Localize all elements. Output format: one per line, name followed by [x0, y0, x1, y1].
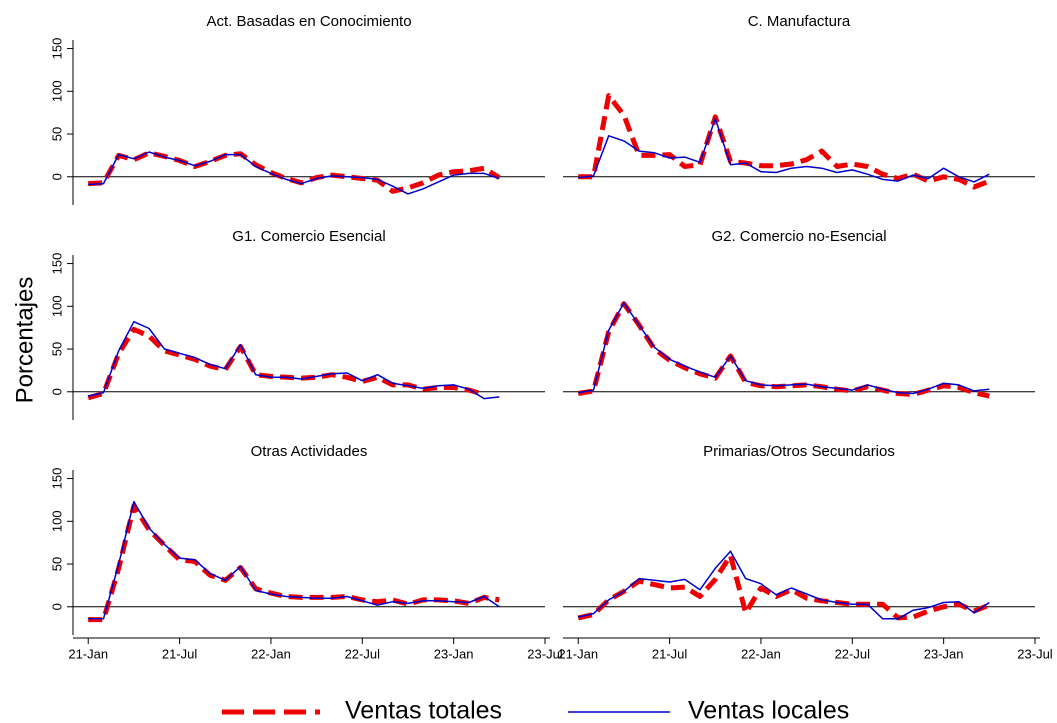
x-tick-label: 23-Jul	[527, 646, 563, 661]
panel-title: C. Manufactura	[748, 13, 851, 30]
series-line	[578, 93, 991, 190]
legend-label: Ventas locales	[688, 697, 849, 723]
x-tick-label: 23-Jan	[434, 646, 474, 661]
panel-title: G2. Comercio no-Esencial	[711, 228, 886, 245]
x-tick-label: 22-Jan	[741, 646, 781, 661]
y-tick-label: 0	[49, 388, 64, 395]
panel-title: Primarias/Otros Secundarios	[703, 443, 895, 460]
panel-title: Act. Basadas en Conocimiento	[206, 13, 411, 30]
series-line	[88, 151, 500, 195]
y-tick-label: 100	[49, 295, 64, 317]
series-line	[88, 500, 500, 620]
y-tick-label: 100	[49, 510, 64, 532]
x-tick-label: 22-Jul	[835, 646, 871, 661]
y-tick-label: 50	[49, 557, 64, 571]
y-tick-label: 0	[49, 603, 64, 610]
x-tick-label: 21-Jul	[652, 646, 688, 661]
y-tick-label: 50	[49, 342, 64, 356]
y-tick-label: 50	[49, 127, 64, 141]
series-line	[578, 302, 990, 395]
series-line	[578, 117, 990, 183]
x-tick-label: 21-Jan	[558, 646, 598, 661]
panel-title: G1. Comercio Esencial	[232, 228, 385, 245]
y-tick-label: 100	[49, 80, 64, 102]
y-tick-label: 150	[49, 468, 64, 490]
y-tick-label: 150	[49, 253, 64, 275]
legend-label: Ventas totales	[345, 697, 502, 723]
panel-title: Otras Actividades	[251, 443, 368, 460]
x-tick-label: 21-Jul	[162, 646, 198, 661]
x-tick-label: 23-Jul	[1017, 646, 1053, 661]
y-tick-label: 150	[49, 38, 64, 60]
series-line	[88, 320, 500, 400]
y-axis-label: Porcentajes	[11, 277, 38, 404]
series-line	[577, 553, 991, 621]
x-tick-label: 22-Jul	[345, 646, 381, 661]
x-tick-label: 21-Jan	[68, 646, 108, 661]
y-tick-label: 0	[49, 173, 64, 180]
series-line	[578, 550, 990, 620]
x-tick-label: 22-Jan	[251, 646, 291, 661]
x-tick-label: 23-Jan	[924, 646, 964, 661]
